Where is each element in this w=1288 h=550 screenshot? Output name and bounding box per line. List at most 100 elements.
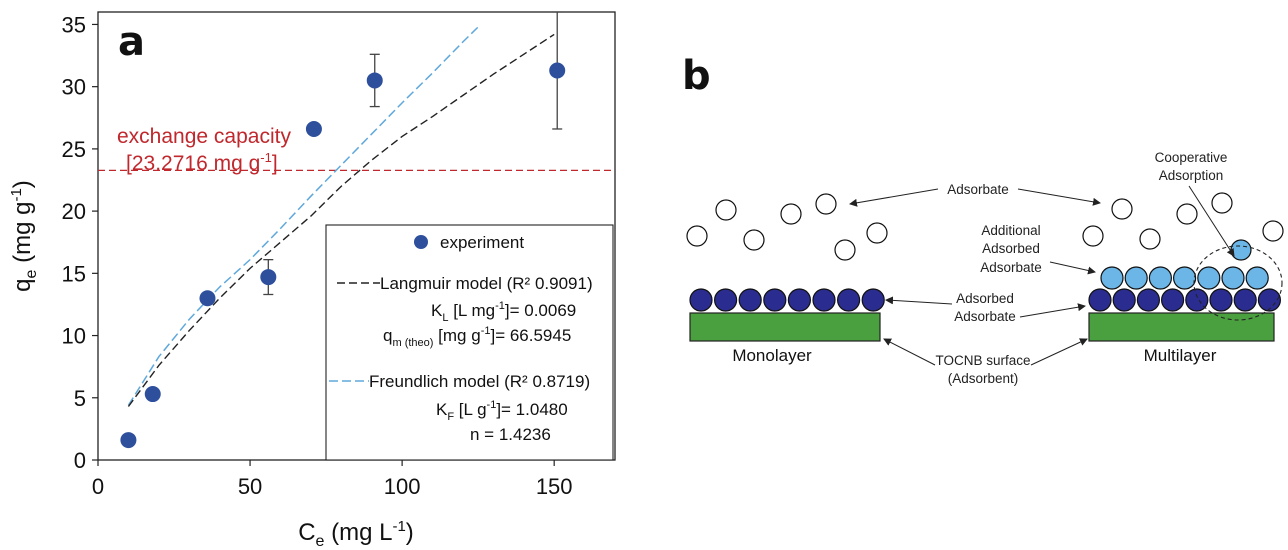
experiment-points [120, 62, 566, 449]
arrow-surface-left [883, 338, 936, 366]
arrow-surface-right [1030, 338, 1088, 366]
y-tick-label: 20 [62, 199, 86, 224]
adsorbed-molecule [1185, 288, 1209, 312]
legend-box [325, 224, 614, 461]
adsorbed-molecule [836, 288, 861, 312]
cooperative-molecule [1230, 239, 1252, 261]
adsorbed-molecule [861, 288, 885, 312]
free-adsorbate-left [686, 193, 888, 261]
y-tick-label: 0 [74, 448, 86, 473]
experiment-point [305, 120, 322, 137]
additional-adsorbed-label-1: Additional [981, 223, 1040, 238]
adsorbate-molecule [743, 229, 765, 251]
adsorbate-molecule [815, 193, 837, 215]
additional-adsorbed-molecule [1197, 266, 1221, 290]
experiment-point [199, 290, 216, 307]
adsorbed-molecule [689, 288, 713, 312]
adsorbed-molecule [738, 288, 762, 312]
legend-n: n = 1.4236 [470, 425, 551, 444]
x-tick-label: 0 [92, 474, 104, 499]
y-tick-label: 30 [62, 75, 86, 100]
adsorbed-molecule [787, 288, 812, 312]
experiment-point [144, 386, 161, 403]
adsorbed-molecule [763, 288, 787, 312]
experiment-point [366, 72, 383, 89]
experiment-point [120, 432, 137, 449]
arrow-adsorbed-left [885, 296, 953, 305]
adsorbate-molecule [866, 222, 888, 244]
panel-label-b: b [682, 53, 711, 99]
monolayer-surface [689, 312, 881, 342]
arrow-adsorbate-right [1017, 188, 1101, 206]
y-tick-label: 25 [62, 137, 86, 162]
adsorbate-molecule [834, 239, 856, 261]
adsorbed-molecule [812, 288, 836, 312]
arrow-additional-adsorbed [1049, 261, 1096, 275]
additional-adsorbed-label-2: Adsorbed [982, 241, 1040, 256]
diagram-arrows [849, 185, 1235, 366]
adsorption-diagram: b Monolayer Multilayer Adsorbate Coopera… [682, 53, 1284, 386]
arrow-cooperative [1188, 185, 1235, 257]
legend-langmuir-title: Langmuir model (R² 0.9091) [380, 274, 593, 293]
adsorbate-molecule [715, 199, 737, 221]
x-tick-label: 100 [384, 474, 421, 499]
freundlich-model-curve [127, 26, 479, 406]
adsorbed-adsorbate-label-2: Adsorbate [954, 309, 1016, 324]
x-tick-label: 50 [238, 474, 262, 499]
adsorbed-molecule [1088, 288, 1112, 312]
y-tick-label: 15 [62, 261, 86, 286]
cooperative-adsorption-label-2: Adsorption [1159, 168, 1224, 183]
x-axis-ticks: 0 50 100 150 [92, 460, 573, 499]
adsorbate-molecule [1176, 203, 1198, 225]
additional-adsorbed-label-3: Adsorbate [980, 260, 1042, 275]
additional-adsorbed-molecule [1221, 266, 1245, 290]
adsorbate-molecule [686, 225, 708, 247]
multilayer-label: Multilayer [1144, 346, 1217, 365]
cooperative-adsorption-label-1: Cooperative [1155, 150, 1228, 165]
surface-label-2: (Adsorbent) [948, 371, 1019, 386]
panel-label-a: a [118, 19, 145, 65]
monolayer-label: Monolayer [732, 346, 812, 365]
legend: experiment Langmuir model (R² 0.9091) KL… [325, 224, 614, 461]
adsorbate-molecule [1211, 192, 1233, 214]
adsorbed-molecule [1209, 288, 1233, 312]
y-axis-ticks: 0 5 10 15 20 25 30 35 [62, 12, 98, 473]
y-axis-label: qe (mg g-1) [8, 180, 40, 292]
legend-experiment-marker [414, 235, 428, 249]
adsorbate-molecule [1082, 225, 1104, 247]
additional-adsorbed-molecule [1245, 266, 1269, 290]
langmuir-model-curve [127, 33, 555, 407]
additional-adsorbed-molecule [1124, 266, 1148, 290]
multilayer-first-layer-molecules [1088, 288, 1282, 312]
adsorbate-molecule [1111, 198, 1133, 220]
monolayer-adsorbed-molecules [689, 288, 885, 312]
additional-adsorbed-molecule [1100, 266, 1124, 290]
adsorbate-molecule [1139, 228, 1161, 250]
legend-experiment-label: experiment [440, 233, 524, 252]
exchange-capacity-label-line1: exchange capacity [117, 125, 291, 148]
adsorbate-label: Adsorbate [947, 182, 1009, 197]
adsorbed-molecule [713, 288, 738, 312]
free-adsorbate-right [1082, 192, 1284, 250]
y-tick-label: 10 [62, 324, 86, 349]
legend-freundlich-title: Freundlich model (R² 0.8719) [369, 372, 590, 391]
surface-label-1: TOCNB surface [935, 353, 1030, 368]
arrow-adsorbed-right [1019, 303, 1086, 318]
multilayer-second-layer-molecules [1100, 239, 1269, 290]
cooperative-adsorption-ellipse [1193, 245, 1283, 321]
adsorption-isotherm-chart: 0 5 10 15 20 25 30 35 0 50 100 150 a exchange capa… [8, 11, 616, 550]
adsorbed-molecule [1112, 288, 1136, 312]
adsorbed-molecule [1136, 288, 1161, 312]
y-tick-label: 35 [62, 12, 86, 37]
adsorbate-molecule [1262, 220, 1284, 242]
adsorbed-molecule [1257, 288, 1282, 312]
experiment-point [549, 62, 566, 79]
exchange-capacity-label-line2: [23.2716 mg g-1] [126, 150, 278, 175]
experiment-point [260, 269, 277, 286]
adsorbed-molecule [1160, 288, 1185, 312]
multilayer-surface [1088, 312, 1275, 342]
adsorbed-molecule [1233, 288, 1257, 312]
y-tick-label: 5 [74, 386, 86, 411]
x-tick-label: 150 [536, 474, 573, 499]
adsorbed-adsorbate-label-1: Adsorbed [956, 291, 1014, 306]
